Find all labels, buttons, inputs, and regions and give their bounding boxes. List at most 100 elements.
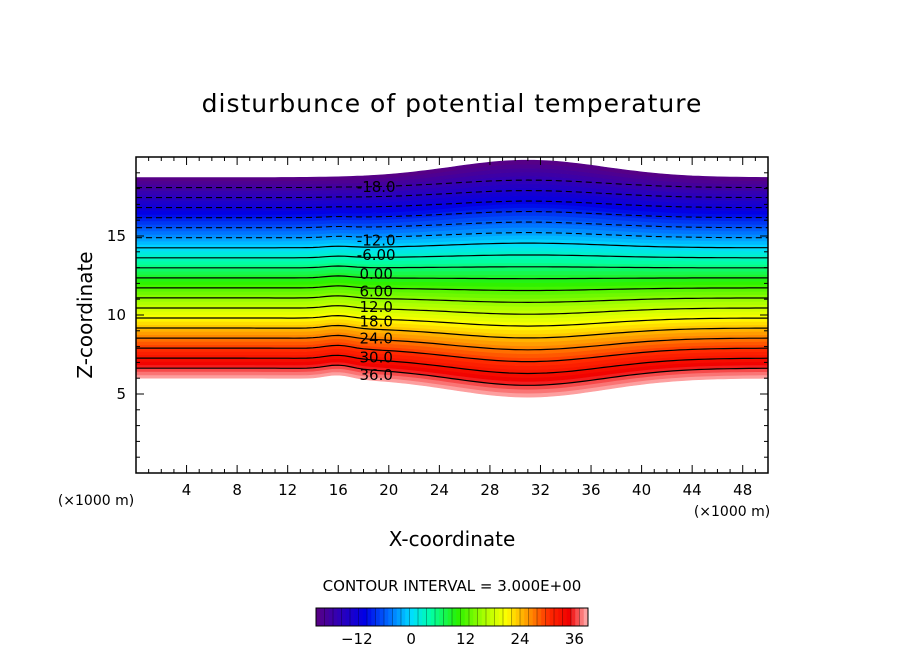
x-tick-label: 32 (531, 481, 550, 499)
colorbar-segment (409, 608, 415, 626)
contour-label: -6.00 (357, 246, 396, 264)
colorbar-segment (520, 608, 525, 626)
colorbar-tick-label: 12 (456, 630, 475, 648)
colorbar-segment (503, 608, 508, 626)
colorbar-segment (341, 608, 347, 626)
contour-line (136, 179, 768, 189)
contour-line (136, 265, 768, 269)
x-tick-label: 16 (329, 481, 348, 499)
colorbar-segment (460, 608, 466, 626)
colorbar-segment (443, 608, 449, 626)
x-axis-label: X-coordinate (389, 527, 516, 551)
contour-label: -18.0 (357, 178, 396, 196)
colorbar-segment (486, 608, 491, 626)
colorbar-segment (511, 608, 517, 626)
colorbar-segment (562, 608, 568, 626)
x-tick-label: 36 (581, 481, 600, 499)
colorbar-segment (333, 608, 338, 626)
colorbar-segment (316, 608, 321, 626)
colorbar-segment (452, 608, 457, 626)
colorbar-segment (422, 608, 427, 626)
contour-interval-text: CONTOUR INTERVAL = 3.000E+00 (323, 577, 582, 595)
colorbar-segment (384, 608, 389, 626)
colorbar-segment (337, 608, 342, 626)
colorbar-segment (350, 608, 355, 626)
contour-line (136, 285, 768, 292)
colorbar-segment (379, 608, 385, 626)
colorbar-segment (345, 608, 351, 626)
colorbar-segment (541, 608, 546, 626)
colorbar-segment (426, 608, 432, 626)
colorbar-segment (579, 608, 585, 626)
colorbar-segment (477, 608, 483, 626)
colorbar-segment (537, 608, 542, 626)
contour-label: 36.0 (359, 366, 392, 384)
y-tick-label: 5 (116, 385, 126, 403)
colorbar-segment (371, 608, 376, 626)
contour-label: 6.00 (359, 282, 392, 300)
x-tick-label: 12 (278, 481, 297, 499)
contour-line (136, 295, 768, 304)
colorbar-segment (354, 608, 359, 626)
colorbar-segment (528, 608, 534, 626)
contour-line (136, 211, 768, 219)
contour-line (136, 190, 768, 199)
colorbar-tick-label: −12 (341, 630, 373, 648)
colorbar-segment (532, 608, 538, 626)
contour-line (136, 232, 768, 239)
x-unit-left: (×1000 m) (58, 493, 134, 509)
x-tick-label: 4 (182, 481, 192, 499)
colorbar-segment (435, 608, 440, 626)
contour-line (136, 200, 768, 209)
colorbar-segment (464, 608, 470, 626)
contour-line (136, 354, 768, 375)
colorbar-segment (571, 608, 576, 626)
contour-line (136, 364, 768, 386)
x-tick-label: 40 (632, 481, 651, 499)
colorbar-segment (388, 608, 393, 626)
contour-labels: -18.0 -12.0-6.000.006.0012.018.024.030.03… (357, 178, 396, 384)
colorbar-segment (358, 608, 364, 626)
contour-label: 0.00 (359, 265, 392, 283)
colorbar-segment (490, 608, 495, 626)
contour-line (136, 305, 768, 315)
colorbar-segment (439, 608, 444, 626)
plot-area: -18.0-12.0-6.000.006.0012.018.024.030.03… (107, 156, 769, 499)
contour-line (136, 334, 768, 351)
contour-label: 12.0 (359, 298, 392, 316)
colorbar-tick-label: 0 (406, 630, 416, 648)
colorbar-segment (558, 608, 563, 626)
colorbar-segment (392, 608, 398, 626)
colorbar-segment (515, 608, 521, 626)
contour-label: 30.0 (359, 349, 392, 367)
colorbar-segment (362, 608, 368, 626)
colorbar-segment (473, 608, 478, 626)
colorbar-segment (566, 608, 572, 626)
colorbar-segment (430, 608, 436, 626)
x-tick-label: 24 (430, 481, 449, 499)
contour-line (136, 254, 768, 259)
y-tick-label: 10 (107, 306, 126, 324)
colorbar-segment (469, 608, 474, 626)
colorbar-segment (481, 608, 487, 626)
x-tick-label: 8 (232, 481, 242, 499)
colorbar-segment (583, 608, 589, 626)
colorbar-segment (413, 608, 419, 626)
chart-title: disturbunce of potential temperature (202, 89, 703, 118)
colorbar-segment (418, 608, 423, 626)
colorbar-segment (375, 608, 381, 626)
contour-line (136, 275, 768, 280)
colorbar-segment (396, 608, 402, 626)
x-tick-label: 28 (480, 481, 499, 499)
colorbar-segment (367, 608, 372, 626)
colorbar-segment (456, 608, 461, 626)
contour-line (136, 344, 768, 363)
colorbar-tick-label: 36 (565, 630, 584, 648)
colorbar-frame (315, 607, 589, 627)
colorbar-segment (575, 608, 580, 626)
colorbar-segment (324, 608, 330, 626)
colorbar-segment (494, 608, 500, 626)
x-unit-right: (×1000 m) (694, 504, 770, 520)
contour-line (136, 314, 768, 327)
